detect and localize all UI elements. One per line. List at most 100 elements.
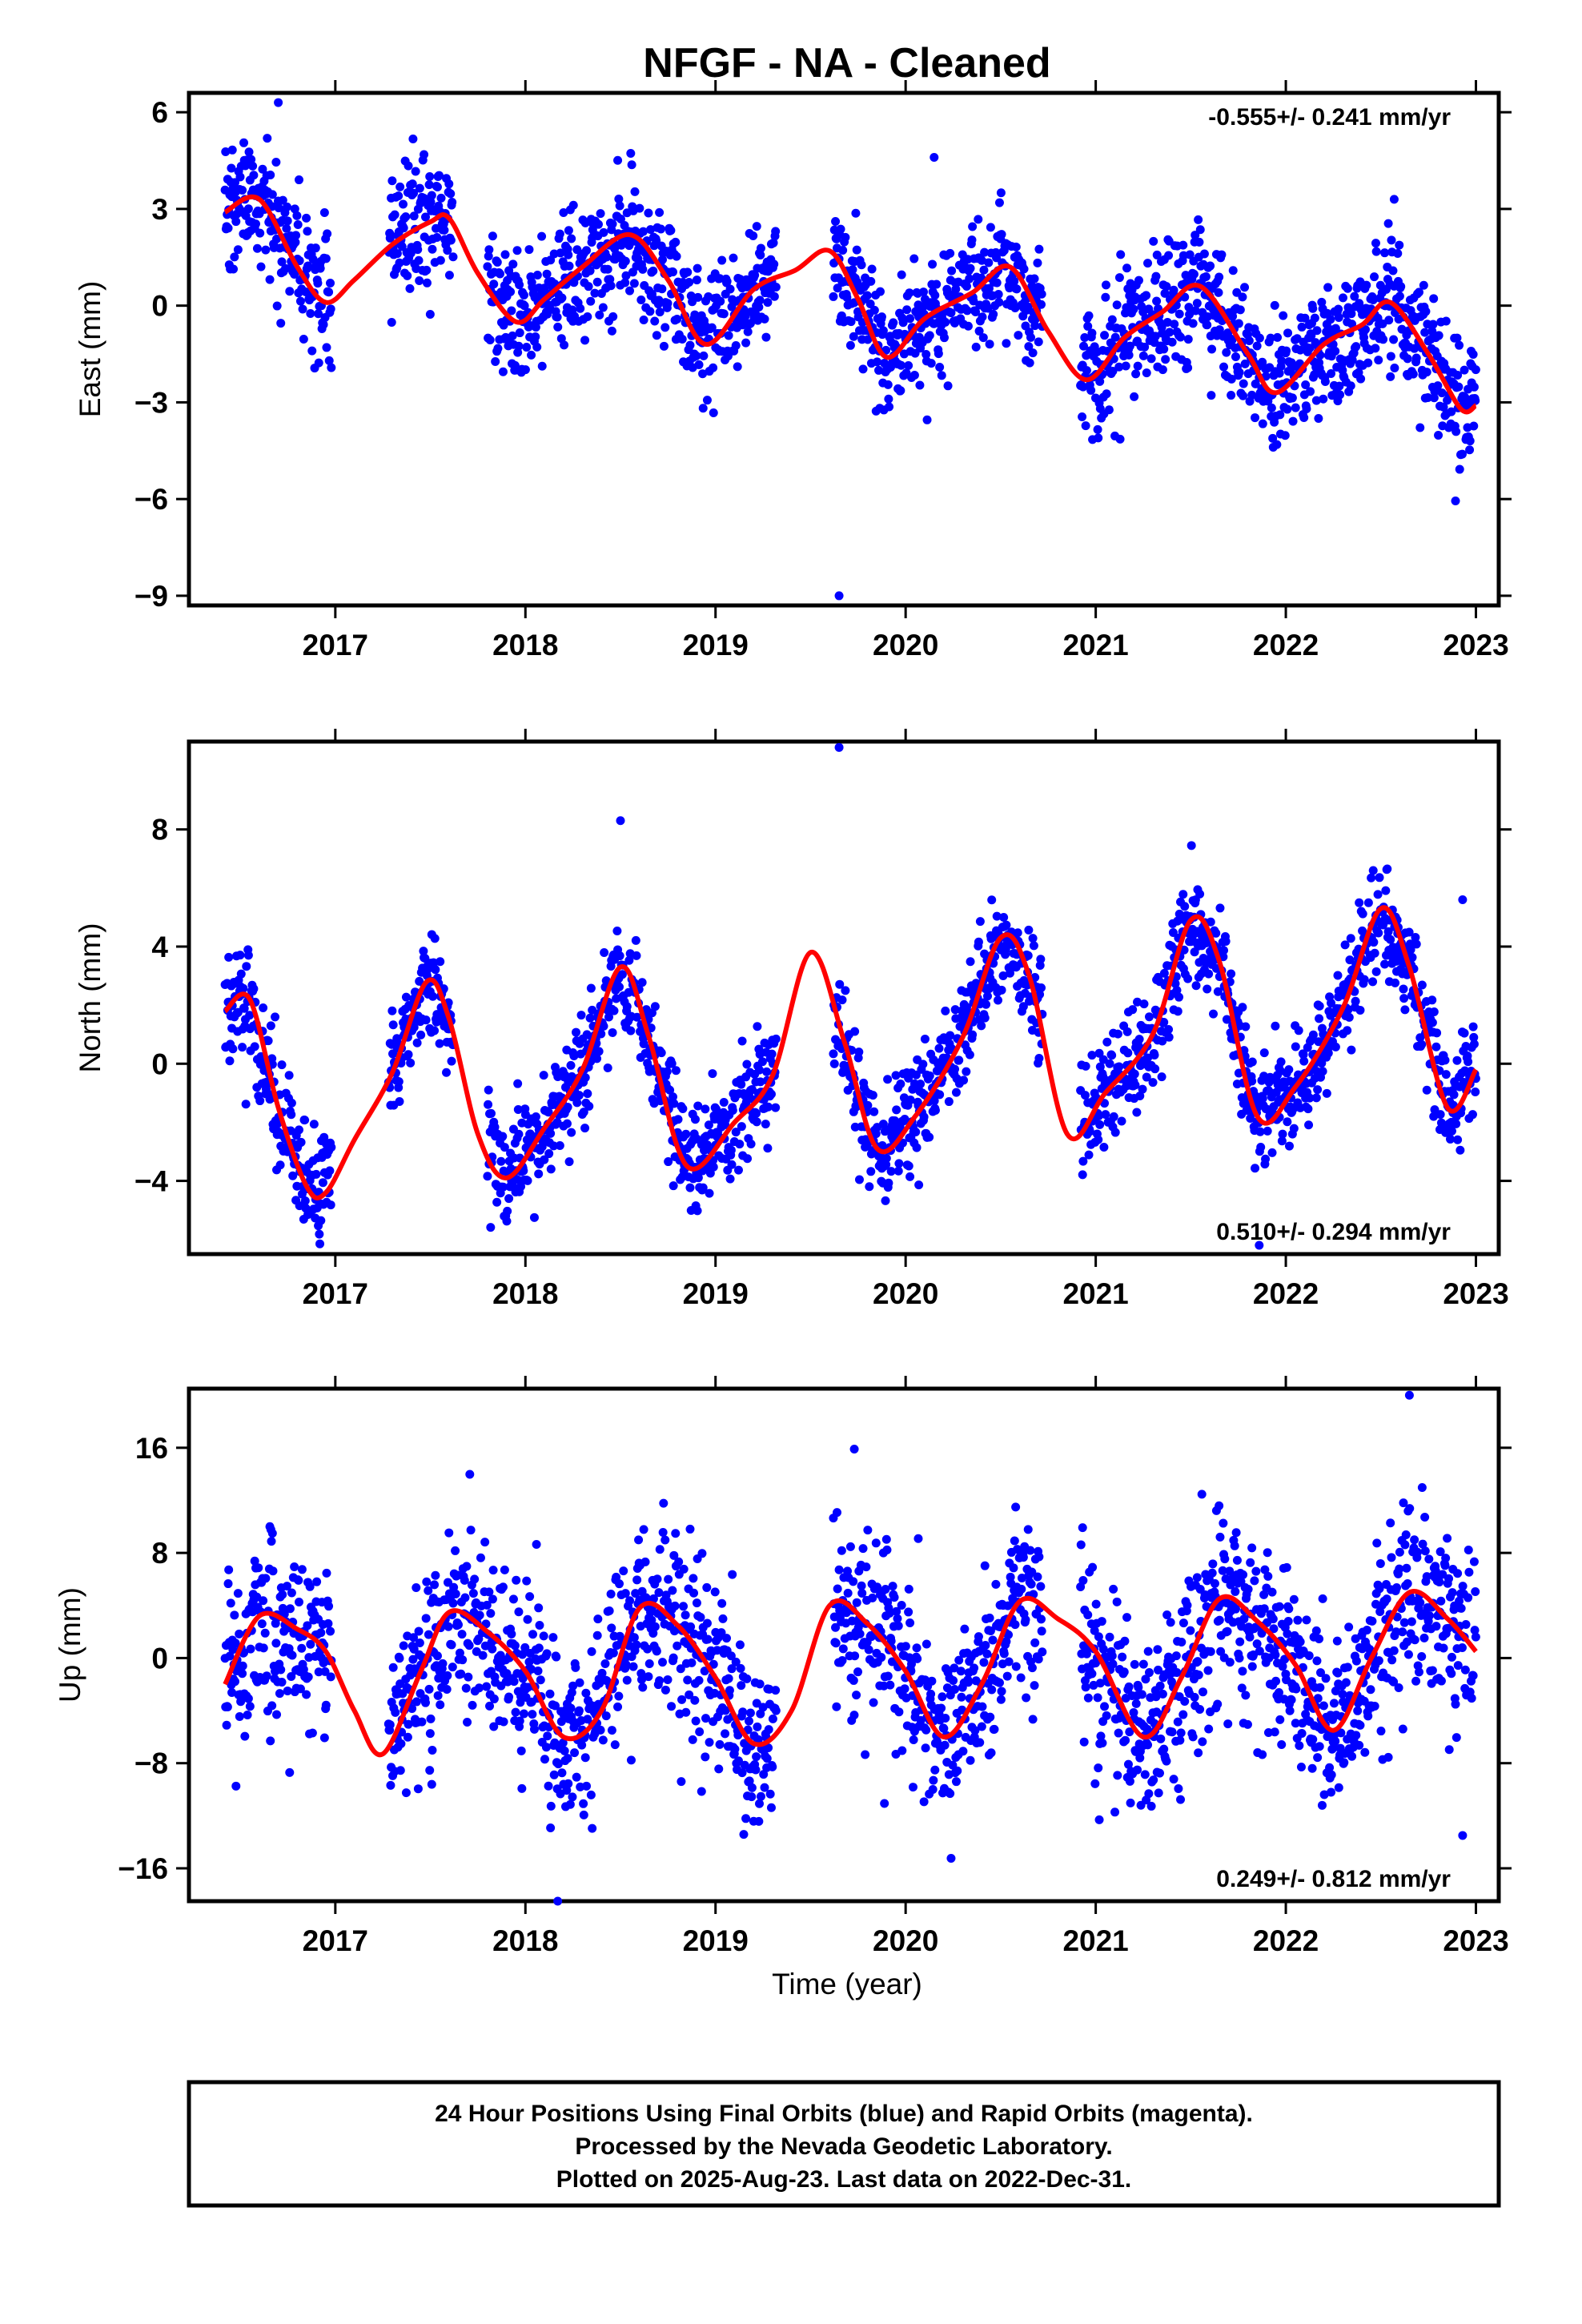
north-data-point	[1102, 1037, 1112, 1047]
east-data-point	[271, 157, 281, 167]
up-data-point	[319, 1733, 329, 1743]
up-data-point	[268, 1566, 278, 1576]
north-data-point	[1261, 1154, 1271, 1164]
up-data-point	[525, 1592, 535, 1602]
up-data-point	[631, 1589, 640, 1598]
up-data-point	[277, 1678, 287, 1687]
north-data-point	[406, 1058, 416, 1068]
up-data-point	[710, 1587, 720, 1597]
north-data-point	[504, 1194, 514, 1204]
east-data-point	[1124, 350, 1134, 360]
north-data-point	[1238, 1003, 1247, 1012]
east-data-point	[1131, 369, 1141, 379]
east-data-point	[829, 292, 838, 301]
north-data-point	[1225, 977, 1235, 987]
north-data-point	[1380, 959, 1390, 969]
north-outlier-point	[1458, 895, 1468, 904]
up-data-point	[669, 1653, 678, 1663]
up-data-point	[592, 1630, 602, 1640]
up-data-point	[449, 1582, 459, 1592]
up-data-point	[696, 1613, 705, 1622]
east-data-point	[508, 331, 517, 340]
up-data-point	[295, 1684, 305, 1694]
east-data-point	[878, 326, 888, 336]
east-data-point	[1160, 288, 1170, 298]
east-data-point	[614, 194, 624, 203]
up-data-point	[869, 1698, 878, 1707]
up-data-point	[737, 1681, 746, 1691]
east-data-point	[1002, 339, 1011, 348]
north-data-point	[1095, 1120, 1105, 1129]
up-data-point	[238, 1669, 247, 1679]
up-data-point	[681, 1707, 691, 1717]
up-data-point	[545, 1689, 555, 1699]
east-data-point	[862, 291, 872, 300]
up-data-point	[461, 1683, 471, 1693]
north-data-point	[576, 1011, 586, 1020]
north-data-point	[854, 1047, 864, 1057]
north-data-point	[754, 1065, 764, 1075]
east-data-point	[326, 304, 335, 314]
east-data-point	[1422, 368, 1431, 377]
up-data-point	[913, 1654, 922, 1663]
north-data-point	[604, 1012, 613, 1022]
up-data-point	[259, 1643, 268, 1653]
east-data-point	[432, 223, 441, 233]
up-data-point	[738, 1707, 748, 1717]
east-data-point	[302, 213, 311, 223]
up-data-point	[632, 1640, 641, 1650]
up-data-point	[451, 1546, 460, 1555]
east-data-point	[531, 332, 540, 341]
up-data-point	[885, 1608, 894, 1618]
up-data-point	[484, 1587, 494, 1597]
north-data-point	[865, 1182, 874, 1192]
up-data-point	[610, 1740, 620, 1750]
up-data-point	[747, 1792, 757, 1802]
east-data-point	[1453, 370, 1463, 380]
north-data-point	[920, 1034, 930, 1043]
up-data-point	[430, 1580, 440, 1590]
up-data-point	[532, 1539, 541, 1549]
north-data-point	[725, 1174, 735, 1184]
north-data-point	[1363, 898, 1373, 907]
north-data-point	[690, 1115, 700, 1124]
up-data-point	[880, 1799, 889, 1808]
north-data-point	[1191, 981, 1201, 991]
east-data-points	[220, 98, 1480, 601]
north-data-point	[516, 1182, 526, 1192]
up-data-point	[408, 1703, 417, 1713]
east-data-point	[1414, 287, 1423, 297]
up-x-tick-label: 2020	[873, 1924, 938, 1957]
east-data-point	[693, 292, 703, 302]
east-data-point	[436, 255, 445, 265]
up-data-point	[697, 1787, 706, 1796]
east-data-point	[1251, 379, 1260, 388]
north-data-point	[704, 1120, 713, 1130]
east-data-point	[1104, 405, 1114, 415]
north-data-point	[600, 948, 609, 958]
up-data-point	[730, 1744, 740, 1754]
east-data-point	[1465, 445, 1475, 455]
north-data-point	[997, 985, 1006, 995]
east-data-point	[1188, 319, 1198, 328]
north-data-point	[771, 1103, 781, 1112]
north-data-point	[912, 1143, 921, 1152]
north-data-point	[1215, 903, 1225, 913]
up-data-point	[470, 1574, 480, 1584]
up-data-point	[447, 1640, 456, 1650]
north-data-point	[529, 1212, 539, 1222]
up-data-point	[736, 1663, 745, 1673]
up-data-point	[567, 1688, 576, 1698]
east-data-point	[671, 237, 681, 247]
east-data-point	[897, 360, 906, 370]
east-data-point	[1122, 303, 1131, 312]
up-data-point	[760, 1783, 769, 1792]
up-data-point	[574, 1706, 584, 1715]
north-data-point	[1331, 1042, 1340, 1051]
up-data-point	[303, 1672, 313, 1682]
north-data-point	[241, 1100, 251, 1109]
east-data-point	[729, 253, 738, 263]
east-data-point	[582, 246, 592, 255]
up-data-point	[688, 1735, 697, 1744]
east-data-point	[580, 336, 590, 345]
